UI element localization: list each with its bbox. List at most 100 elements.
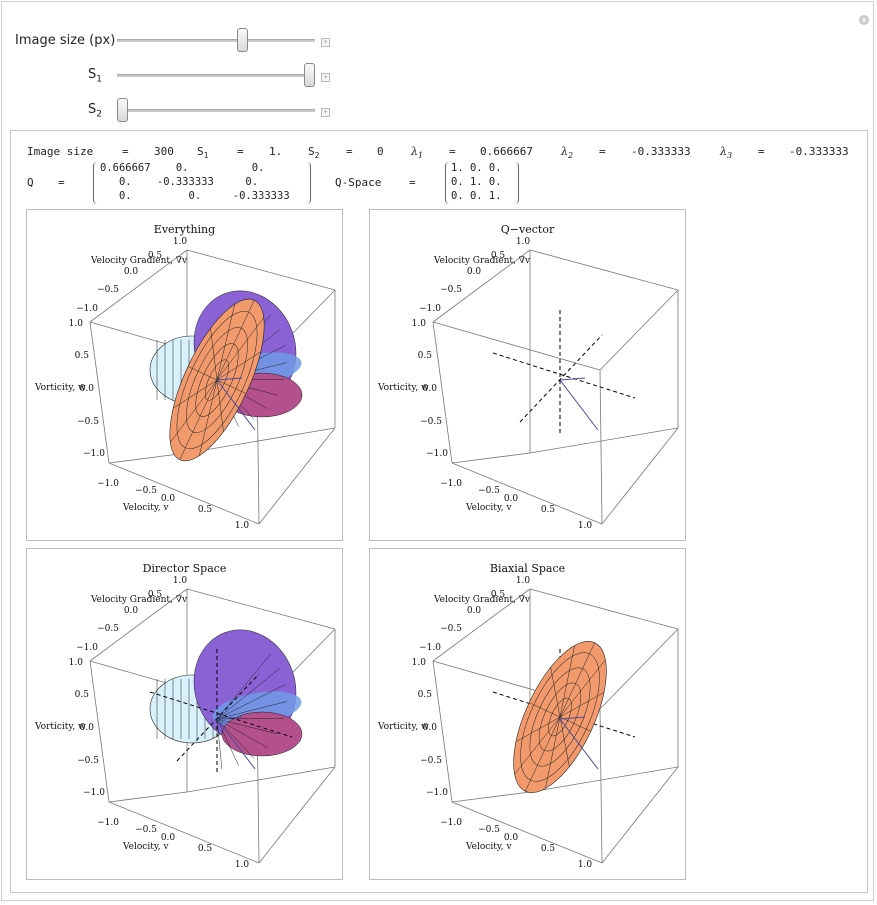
q-vector-line <box>559 379 599 431</box>
plot-everything[interactable]: Everything 1.0 0.5 0.0 −0.5 −1.0 1.0 0.5 0.0 −0.… <box>26 209 343 541</box>
s2-slider-track[interactable] <box>117 109 315 112</box>
bottom-tick-label: 1.0 <box>578 860 593 870</box>
top-tick-label: −1.0 <box>419 643 441 653</box>
vorticity-axis-label: Vorticity, w <box>377 383 429 393</box>
plot-title: Biaxial Space <box>489 562 566 575</box>
box-edge <box>432 660 453 803</box>
box-edge <box>529 249 679 291</box>
readout-l1-val: 0.666667 <box>480 145 533 158</box>
top-tick-label: −0.5 <box>440 285 462 295</box>
box-edge <box>432 321 453 464</box>
left-tick-label: −1.0 <box>426 449 448 459</box>
bottom-tick-label: −1.0 <box>97 479 119 489</box>
eq-sign: = <box>237 145 244 158</box>
orange-disk-spoke <box>216 317 264 381</box>
velocity-axis-label: Velocity, v <box>122 503 169 513</box>
readout-q-key: Q <box>27 176 34 189</box>
box-edge <box>186 588 336 630</box>
q-vector-line <box>216 377 243 381</box>
image-size-label: Image size (px) <box>15 33 116 48</box>
image-size-expand-icon[interactable]: + <box>321 38 330 47</box>
close-icon[interactable]: × <box>859 15 869 25</box>
s2-expand-icon[interactable]: + <box>321 108 330 117</box>
box-edge <box>89 249 188 323</box>
box-edge <box>432 588 531 662</box>
plot-title: Everything <box>153 223 216 236</box>
box-edge <box>258 427 336 525</box>
s1-expand-icon[interactable]: + <box>321 73 330 82</box>
orange-disk-spoke <box>559 645 575 718</box>
bottom-tick-label: −1.0 <box>440 479 462 489</box>
top-tick-label: 0.0 <box>124 267 139 277</box>
vorticity-axis-label: Vorticity, w <box>34 383 86 393</box>
orange-disk-spoke <box>199 379 218 456</box>
readout-qspace-key: Q-Space <box>335 176 382 189</box>
box-edge <box>601 427 679 525</box>
top-tick-label: 0.0 <box>467 606 482 616</box>
orange-disk-spoke <box>170 379 218 443</box>
s2-slider-thumb[interactable] <box>117 98 128 122</box>
left-tick-label: −0.5 <box>77 756 99 766</box>
box-edge <box>451 791 531 803</box>
box-edge <box>529 427 679 454</box>
left-tick-label: −0.5 <box>420 756 442 766</box>
box-edge <box>599 628 679 710</box>
image-size-slider-thumb[interactable] <box>236 28 248 52</box>
s2-label: S2 <box>88 102 102 120</box>
orange-disk-spoke <box>179 379 218 460</box>
top-tick-label: 1.0 <box>516 576 531 586</box>
q-row: 0. 0. -0.333333 <box>100 190 290 202</box>
readout-s2-val: 0 <box>377 145 384 158</box>
plot-title: Q−vector <box>500 223 555 236</box>
box-edge <box>529 766 679 793</box>
box-edge <box>89 321 110 464</box>
q-row: 0.666667 0. 0. <box>100 162 265 174</box>
eq-sign: = <box>599 145 606 158</box>
qspace-matrix: 1. 0. 0. 0. 1. 0. 0. 0. 1. <box>445 162 519 204</box>
orange-disk-spoke <box>216 300 255 381</box>
left-tick-label: −0.5 <box>77 417 99 427</box>
disk-spoke <box>216 701 288 720</box>
disk-spoke <box>216 718 268 748</box>
bottom-tick-label: −0.5 <box>135 825 157 835</box>
plot-director-space[interactable]: Director Space 1.0 0.5 0.0 −0.5 −1.0 1.0 0.5 0.… <box>26 548 343 880</box>
top-tick-label: 1.0 <box>173 237 188 247</box>
readout-image-size-val: 300 <box>154 145 174 158</box>
orange-disk-spoke <box>216 379 224 432</box>
plot-biaxial-space[interactable]: Biaxial Space 1.0 0.5 0.0 −0.5 −1.0 1.0 0.5 0.0… <box>369 548 686 880</box>
image-size-slider-track[interactable] <box>117 39 315 42</box>
readout-s2-key: S2 <box>308 145 320 161</box>
disk-spoke <box>216 718 255 759</box>
box-edge <box>451 452 531 464</box>
orange-disk-spoke <box>514 716 561 775</box>
readout-l3-val: -0.333333 <box>789 145 849 158</box>
axis-dash-diagonal <box>176 673 260 762</box>
bottom-tick-label: −1.0 <box>440 818 462 828</box>
left-tick-label: 0.0 <box>80 723 95 733</box>
bottom-tick-label: 0.5 <box>198 505 213 515</box>
bottom-tick-label: −0.5 <box>135 486 157 496</box>
disk-spoke <box>216 718 285 720</box>
box-edge <box>186 249 336 291</box>
magenta-lobe <box>221 711 303 757</box>
left-tick-label: 1.0 <box>412 658 427 668</box>
box-edge <box>599 289 679 371</box>
s1-slider-thumb[interactable] <box>304 63 315 87</box>
axis-dash-horizontal <box>492 691 636 738</box>
axis-dash-diagonal <box>519 334 603 423</box>
readout-s1-key: S1 <box>197 145 209 161</box>
orange-disk-spoke <box>216 379 247 394</box>
plot-q-vector[interactable]: Q−vector 1.0 0.5 0.0 −0.5 −1.0 1.0 0.5 0.0 −0.5 −… <box>369 209 686 541</box>
q-vector-line <box>216 716 243 720</box>
eq-sign: = <box>58 176 65 189</box>
disk-spoke <box>216 718 223 769</box>
disk-spoke <box>216 668 281 720</box>
orange-disk-spoke <box>187 366 218 381</box>
orange-disk-spoke <box>559 642 595 718</box>
top-tick-label: −1.0 <box>419 304 441 314</box>
left-tick-label: 0.5 <box>418 351 433 361</box>
bottom-tick-label: −0.5 <box>478 825 500 835</box>
top-tick-label: 0.0 <box>124 606 139 616</box>
s1-slider-track[interactable] <box>117 74 315 77</box>
